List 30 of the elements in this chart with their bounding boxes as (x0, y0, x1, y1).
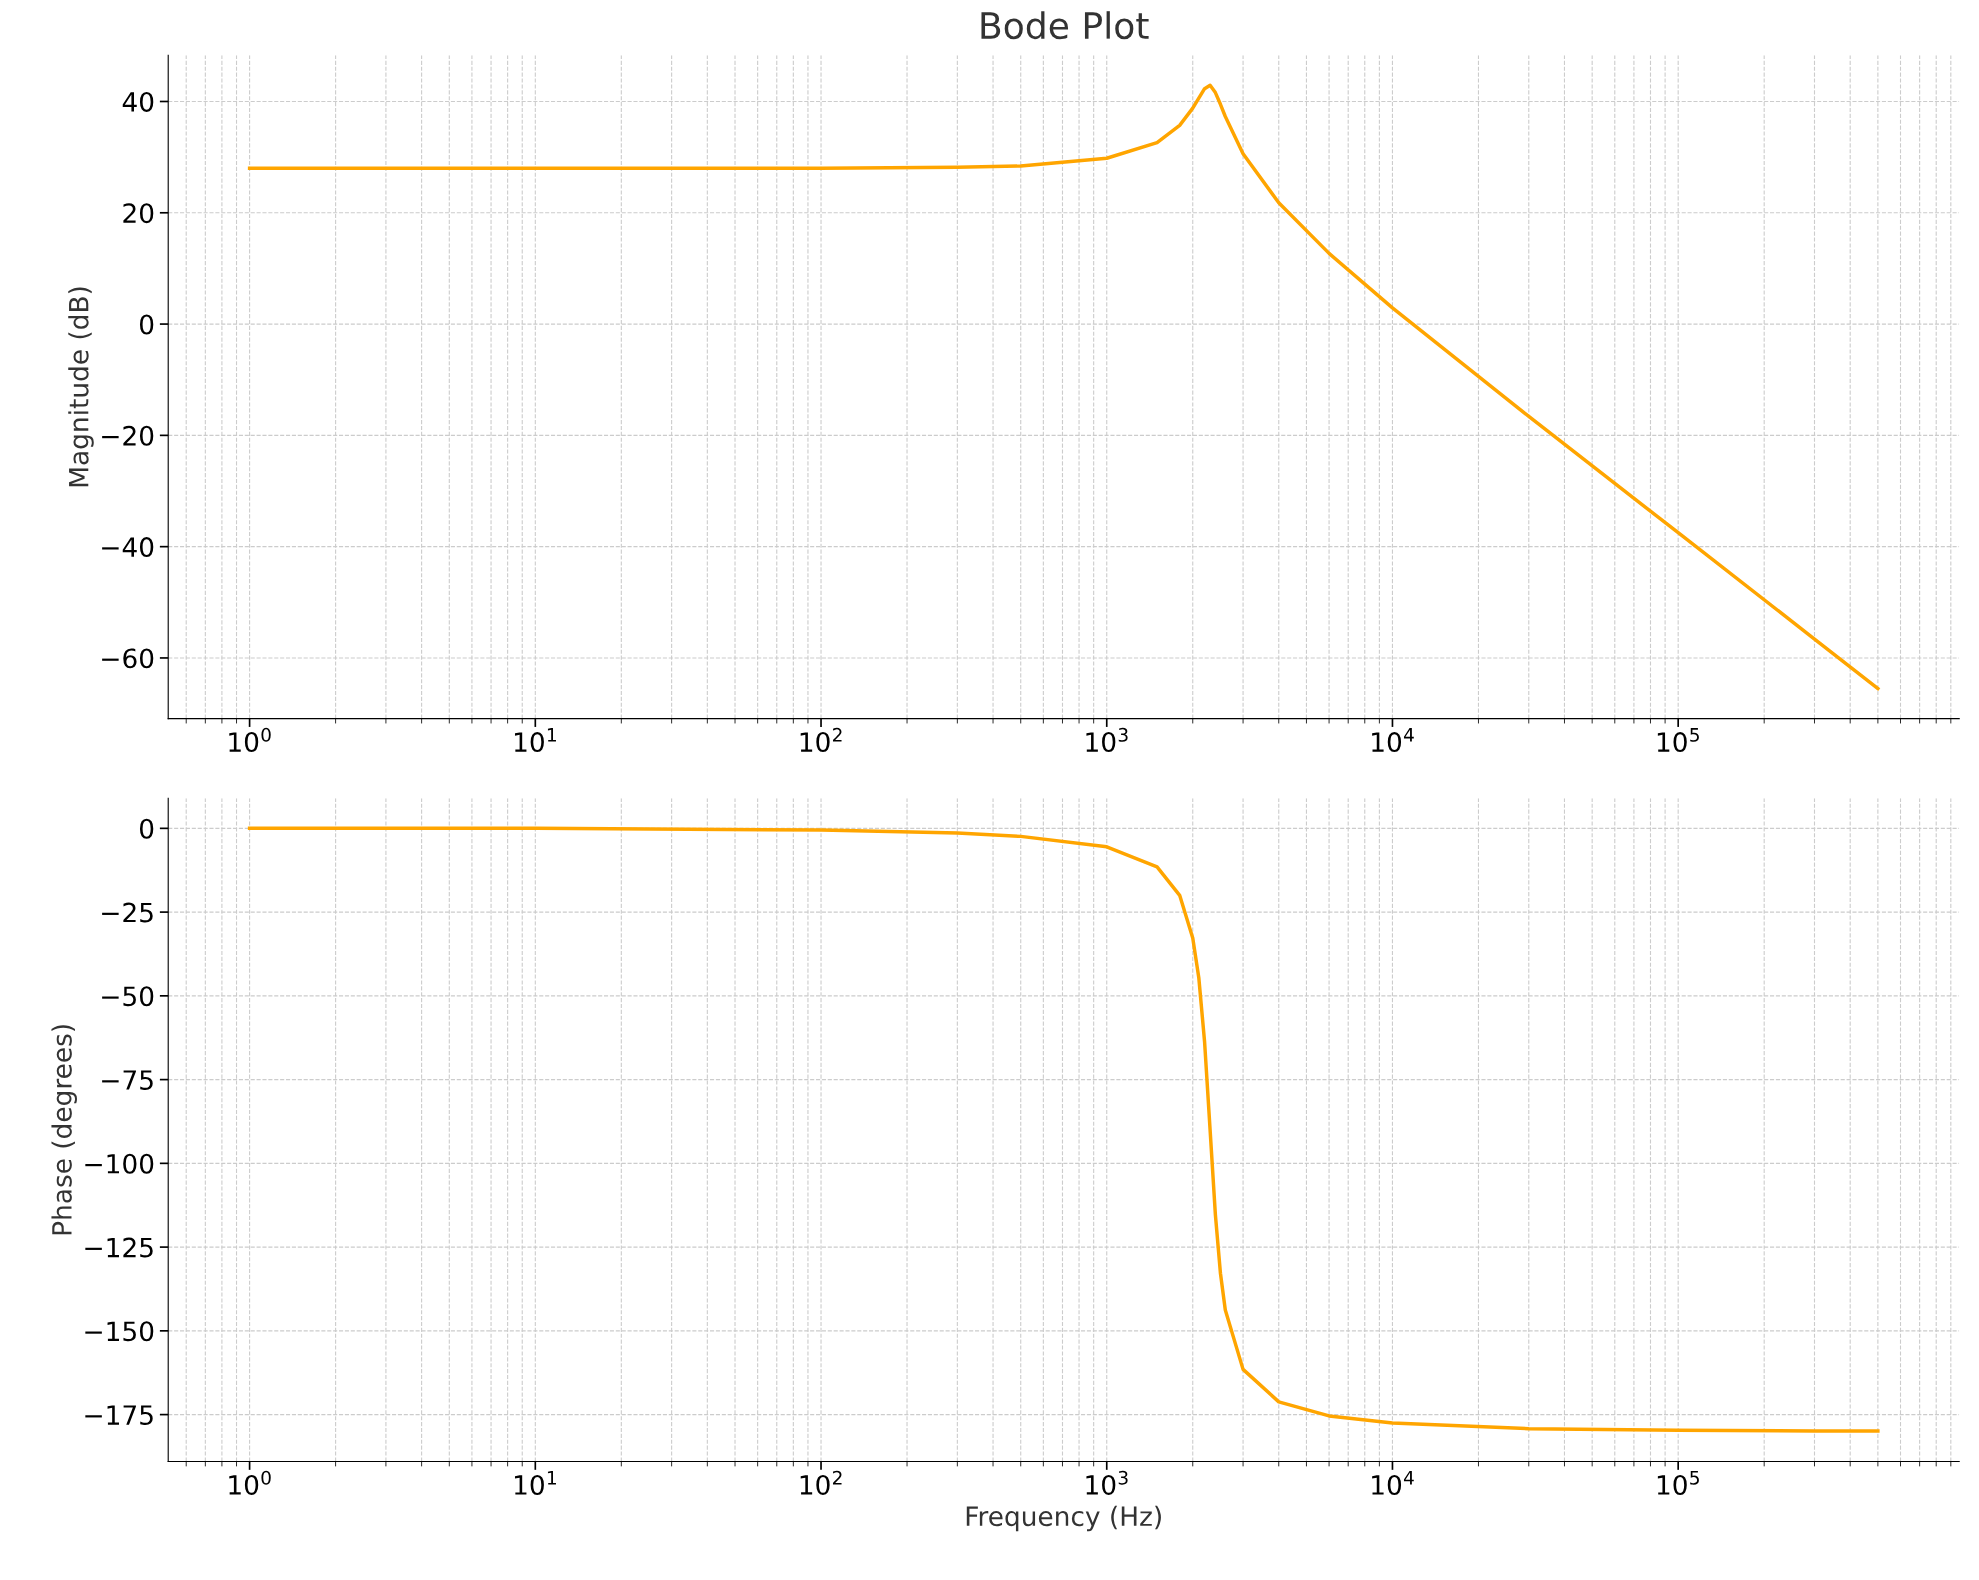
y-tick-label: −100 (85, 1153, 154, 1174)
x-tick-label: 10$^{3}$ (1086, 727, 1128, 753)
x-tick-label: 10$^{4}$ (1372, 728, 1414, 753)
x-tick-label: 10$^{0}$ (229, 727, 271, 753)
y-tick-label: −75 (102, 1070, 153, 1090)
x-tick-label: 10$^{2}$ (800, 1470, 842, 1495)
y-tick-label: −40 (102, 537, 154, 558)
x-tick-label: 10$^{5}$ (1657, 1471, 1699, 1495)
x-tick-label: 10$^{5}$ (1657, 728, 1699, 753)
x-tick-label: 10$^{3}$ (1086, 1470, 1128, 1495)
x-tick-label: 10$^{4}$ (1372, 1471, 1414, 1495)
y-tick-label: 0 (139, 818, 154, 839)
y-axis-title: Phase (degrees) (51, 1025, 77, 1235)
y-tick-label: −60 (102, 648, 154, 669)
y-tick-label: −125 (85, 1237, 153, 1258)
chart-title: Bode Plot (981, 11, 1149, 40)
y-tick-label: −50 (102, 986, 154, 1007)
x-axis-title: Frequency (Hz) (966, 1505, 1161, 1532)
y-axis-title: Magnitude (dB) (68, 287, 94, 487)
x-tick-label: 10$^{0}$ (229, 1470, 271, 1495)
y-tick-label: 40 (122, 91, 154, 112)
y-tick-label: −150 (85, 1321, 154, 1342)
y-tick-label: 20 (123, 203, 154, 224)
y-tick-label: −25 (102, 902, 153, 923)
x-tick-label: 10$^{1}$ (514, 1471, 556, 1495)
y-tick-label: −175 (85, 1405, 153, 1425)
y-tick-label: −20 (102, 425, 154, 446)
x-tick-label: 10$^{1}$ (514, 728, 556, 753)
x-tick-label: 10$^{2}$ (800, 727, 842, 753)
y-tick-label: 0 (139, 314, 154, 335)
